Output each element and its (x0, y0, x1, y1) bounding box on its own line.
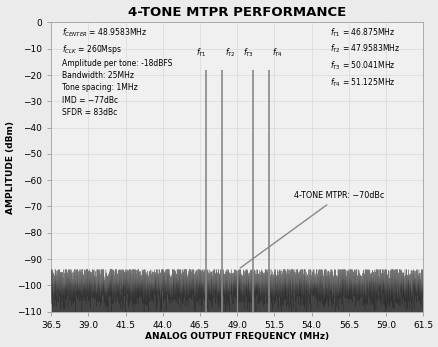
Text: 4-TONE MTPR: −70dBc: 4-TONE MTPR: −70dBc (240, 192, 383, 268)
Text: $f_{CENTER}$ = 48.9583MHz
$f_{CLK}$ = 260Msps
Amplitude per tone: -18dBFS
Bandwi: $f_{CENTER}$ = 48.9583MHz $f_{CLK}$ = 26… (61, 26, 172, 117)
X-axis label: ANALOG OUTPUT FREQUENCY (MHz): ANALOG OUTPUT FREQUENCY (MHz) (145, 332, 328, 341)
Y-axis label: AMPLITUDE (dBm): AMPLITUDE (dBm) (6, 120, 14, 213)
Title: 4-TONE MTPR PERFORMANCE: 4-TONE MTPR PERFORMANCE (128, 6, 346, 18)
Text: $f_{T1}$: $f_{T1}$ (195, 47, 206, 59)
Text: $f_{T2}$: $f_{T2}$ (224, 47, 235, 59)
Text: $f_{T1}$ = 46.875MHz
$f_{T2}$ = 47.9583MHz
$f_{T3}$ = 50.041MHz
$f_{T4}$ = 51.12: $f_{T1}$ = 46.875MHz $f_{T2}$ = 47.9583M… (329, 26, 399, 88)
Text: $f_{T4}$: $f_{T4}$ (271, 47, 282, 59)
Text: $f_{T3}$: $f_{T3}$ (242, 47, 253, 59)
